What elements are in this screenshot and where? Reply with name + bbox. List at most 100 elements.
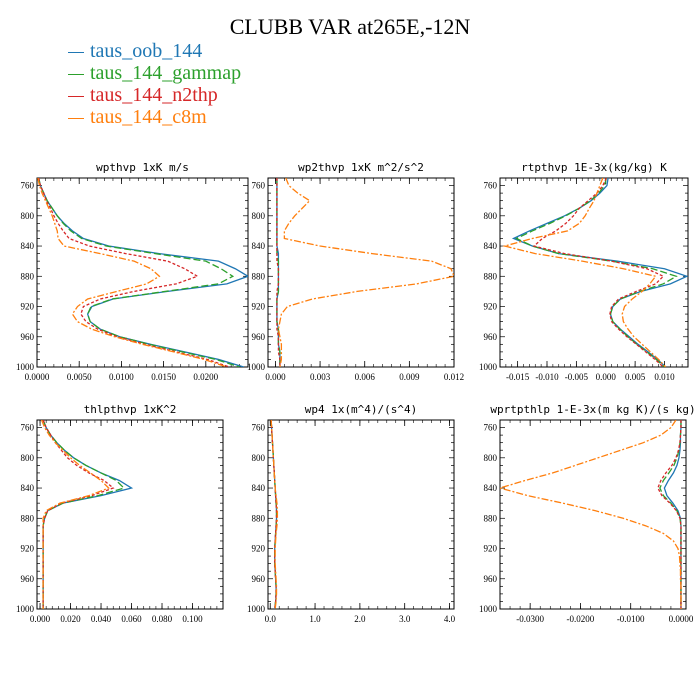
series-line-taus_144_gammap — [514, 178, 678, 367]
series-group — [40, 420, 134, 609]
y-tick-label: 760 — [252, 423, 266, 433]
series-line-taus_144_n2thp — [657, 420, 682, 609]
y-tick-label: 800 — [484, 453, 498, 463]
panel-2: wp2thvp 1xK m^2/s^2 760 800 840 880 920 960 100… — [247, 161, 464, 382]
legend-entry: taus_144_gammap — [68, 62, 241, 84]
legend-entry: taus_144_c8m — [68, 106, 241, 128]
series-line-taus_oob_144 — [42, 420, 134, 609]
legend-swatch-1 — [68, 73, 84, 75]
legend-swatch-0 — [68, 51, 84, 53]
x-tick-label: 0.010 — [654, 372, 675, 382]
x-tick-label: 2.0 — [354, 614, 366, 624]
x-tick-label: 0.006 — [355, 372, 376, 382]
series-line-taus_oob_144 — [38, 178, 248, 367]
plot-frame — [499, 419, 687, 610]
series-group — [37, 178, 248, 367]
y-tick-label: 800 — [21, 453, 35, 463]
y-tick-label: 840 — [252, 483, 266, 493]
y-tick-label: 760 — [21, 181, 35, 191]
y-tick-label: 1000 — [16, 604, 35, 614]
x-tick-label: 0.0 — [265, 614, 277, 624]
y-tick-label: 960 — [21, 574, 35, 584]
series-line-taus_144_gammap — [38, 178, 240, 367]
panel-5: wp4 1x(m^4)/(s^4) 760 800 840 880 920 960 10000… — [247, 403, 456, 624]
legend-label-1: taus_144_gammap — [90, 62, 242, 84]
y-tick-label: 760 — [484, 181, 498, 191]
x-tick-label: -0.015 — [506, 372, 530, 382]
x-tick-label: 0.0000 — [25, 372, 50, 382]
plot-frame — [267, 419, 455, 610]
panel-3: rtpthvp 1E-3x(kg/kg) K 760 800 840 880 920 960… — [479, 161, 689, 382]
x-tick-label: -0.0300 — [516, 614, 544, 624]
y-tick-label: 880 — [252, 513, 266, 523]
y-tick-label: 840 — [21, 483, 35, 493]
y-tick-label: 880 — [484, 271, 498, 281]
y-tick-label: 840 — [252, 241, 266, 251]
y-tick-label: 920 — [484, 302, 498, 312]
x-tick-label: 0.0200 — [193, 372, 218, 382]
y-tick-label: 960 — [21, 332, 35, 342]
x-tick-label: 0.012 — [444, 372, 464, 382]
y-tick-label: 920 — [21, 302, 35, 312]
x-tick-label: 0.009 — [399, 372, 420, 382]
series-line-taus_144_c8m — [502, 178, 667, 367]
series-line-taus_144_n2thp — [42, 420, 115, 609]
series-line-taus_144_n2thp — [276, 178, 281, 367]
plot-frame — [267, 177, 455, 368]
y-tick-label: 840 — [484, 241, 498, 251]
y-tick-label: 760 — [252, 181, 266, 191]
y-tick-label: 960 — [484, 332, 498, 342]
y-tick-label: 800 — [252, 211, 266, 221]
plot-frame — [36, 419, 224, 610]
y-tick-label: 920 — [484, 544, 498, 554]
y-tick-label: 1000 — [247, 604, 266, 614]
y-tick-label: 760 — [21, 423, 35, 433]
legend: taus_oob_144 taus_144_gammap taus_144_n2… — [68, 40, 241, 128]
series-group — [500, 420, 682, 609]
panel-title: wp4 1x(m^4)/(s^4) — [305, 403, 418, 416]
panel-title: thlpthvp 1xK^2 — [84, 403, 177, 416]
y-tick-label: 920 — [252, 544, 266, 554]
legend-label-2: taus_144_n2thp — [90, 84, 218, 106]
chart-title: CLUBB VAR at265E,-12N — [229, 14, 471, 39]
series-line-taus_144_c8m — [270, 420, 279, 609]
y-tick-label: 960 — [252, 332, 266, 342]
series-line-taus_144_c8m — [500, 420, 682, 609]
x-tick-label: 1.0 — [309, 614, 321, 624]
panel-title: wprtpthlp 1-E-3x(m kg K)/(s kg) — [490, 403, 695, 416]
y-tick-label: 880 — [21, 271, 35, 281]
x-tick-label: 0.100 — [182, 614, 203, 624]
y-tick-label: 880 — [21, 513, 35, 523]
series-group — [276, 178, 454, 367]
x-tick-label: -0.0100 — [617, 614, 645, 624]
legend-swatch-2 — [68, 95, 84, 97]
x-tick-label: 0.000 — [30, 614, 51, 624]
panel-title: wpthvp 1xK m/s — [96, 161, 189, 174]
series-group — [270, 420, 279, 609]
series-group — [502, 178, 688, 367]
panel-title: wp2thvp 1xK m^2/s^2 — [298, 161, 424, 174]
x-tick-label: 0.020 — [60, 614, 81, 624]
x-tick-label: 0.005 — [625, 372, 646, 382]
y-tick-label: 1000 — [16, 362, 35, 372]
x-tick-label: 0.0150 — [151, 372, 176, 382]
x-tick-label: 0.0000 — [669, 614, 694, 624]
series-line-taus_144_c8m — [37, 178, 228, 367]
x-tick-label: 0.040 — [91, 614, 112, 624]
y-tick-label: 760 — [484, 423, 498, 433]
series-line-taus_144_n2thp — [532, 178, 665, 367]
y-tick-label: 960 — [252, 574, 266, 584]
y-tick-label: 1000 — [247, 362, 266, 372]
x-tick-label: 0.003 — [310, 372, 331, 382]
series-line-taus_144_gammap — [42, 420, 126, 609]
y-tick-label: 800 — [484, 211, 498, 221]
panel-4: thlpthvp 1xK^2 760 800 840 880 920 960 10000.00… — [16, 403, 224, 624]
y-tick-label: 1000 — [479, 362, 498, 372]
x-tick-label: 0.0100 — [109, 372, 134, 382]
x-tick-label: 0.0050 — [67, 372, 92, 382]
plot-frame — [36, 177, 249, 368]
panel-6: wprtpthlp 1-E-3x(m kg K)/(s kg) 760 800 840… — [479, 403, 696, 624]
x-tick-label: -0.0200 — [567, 614, 595, 624]
x-tick-label: -0.010 — [535, 372, 559, 382]
